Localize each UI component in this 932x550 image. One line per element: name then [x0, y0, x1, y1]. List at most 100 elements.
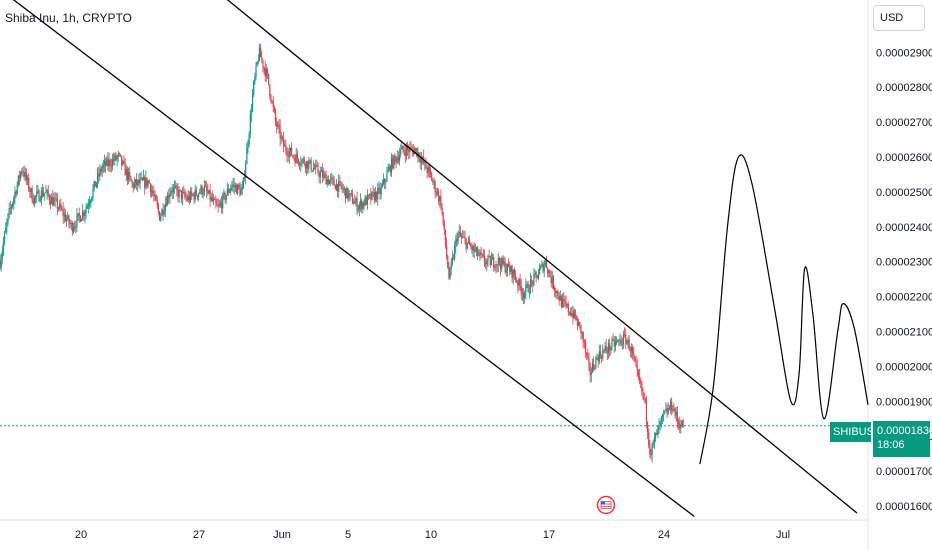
- candle-body: [632, 347, 634, 354]
- x-tick-label: Jun: [273, 529, 291, 541]
- candle-body: [451, 257, 453, 264]
- candle-body: [344, 188, 347, 199]
- candle-body: [584, 342, 587, 353]
- y-tick-label: 0.000016000: [876, 501, 932, 513]
- candle-body: [456, 239, 458, 242]
- candle-body: [111, 159, 114, 167]
- candle-body: [364, 197, 366, 206]
- candle-body: [643, 392, 645, 399]
- candle-body: [254, 76, 256, 82]
- candle-body: [370, 194, 372, 200]
- candle-body: [400, 149, 402, 156]
- candle-body: [303, 158, 305, 165]
- candle-body: [98, 173, 100, 177]
- candle-body: [212, 199, 215, 201]
- channel-line[interactable]: [215, 0, 858, 514]
- candle-body: [147, 180, 149, 186]
- candle-body: [525, 284, 527, 293]
- currency-selector[interactable]: USD: [873, 5, 925, 31]
- candle-body: [561, 299, 564, 307]
- candle-body: [26, 177, 29, 180]
- candle-body: [395, 157, 397, 163]
- candle-body: [564, 300, 566, 303]
- candle-body: [219, 202, 222, 205]
- candle-body: [256, 62, 258, 66]
- candle-body: [204, 186, 207, 187]
- candle-body: [335, 184, 338, 190]
- candle-body: [183, 192, 185, 193]
- candle-body: [681, 420, 683, 427]
- candle-body: [463, 236, 465, 238]
- candle-body: [12, 202, 14, 207]
- candle-body: [90, 200, 92, 204]
- projection-curve[interactable]: [699, 154, 869, 465]
- candle-body: [217, 206, 219, 207]
- candle-body: [107, 158, 109, 166]
- candle-body: [611, 339, 613, 348]
- candle-body: [209, 190, 211, 201]
- candle-body: [65, 219, 68, 222]
- candle-body: [93, 181, 95, 189]
- candle-body: [483, 255, 486, 264]
- candle-body: [441, 206, 443, 212]
- candle-body: [591, 363, 594, 373]
- chart-title: Shiba Inu, 1h, CRYPTO: [5, 11, 132, 25]
- candle-body: [188, 195, 191, 201]
- candle-body: [597, 357, 599, 362]
- candle-body: [634, 356, 636, 362]
- candle-body: [630, 347, 633, 352]
- candle-body: [547, 267, 549, 273]
- candle-body: [618, 339, 620, 341]
- candle-body: [148, 180, 150, 184]
- candle-body: [433, 181, 435, 183]
- candle-body: [17, 175, 19, 185]
- candle-body: [452, 257, 455, 259]
- candle-body: [83, 211, 85, 216]
- candle-body: [578, 321, 580, 327]
- candle-body: [342, 189, 344, 190]
- channel-line[interactable]: [0, 0, 695, 518]
- candle-body: [355, 198, 357, 202]
- candle-body: [604, 346, 606, 351]
- candle-body: [338, 180, 340, 192]
- candle-body: [302, 158, 304, 160]
- candle-body: [367, 194, 370, 196]
- candle-body: [541, 263, 543, 266]
- candle-body: [85, 208, 87, 214]
- candle-body: [464, 237, 466, 240]
- candle-body: [202, 192, 204, 195]
- candle-body: [447, 256, 449, 268]
- candle-body: [203, 186, 205, 193]
- candle-body: [511, 265, 513, 278]
- drawings[interactable]: [0, 0, 869, 518]
- candle-body: [121, 156, 123, 165]
- candle-body: [123, 161, 125, 163]
- candle-body: [38, 190, 40, 202]
- candle-body: [649, 444, 651, 455]
- candle-body: [130, 176, 132, 181]
- candle-body: [180, 190, 183, 199]
- candle-body: [603, 350, 605, 352]
- candle-body: [579, 321, 581, 325]
- candle-body: [468, 240, 471, 246]
- candle-body: [300, 163, 302, 166]
- candle-body: [679, 423, 681, 429]
- candle-body: [194, 189, 196, 200]
- candle-body: [381, 184, 383, 187]
- candle-body: [206, 186, 208, 192]
- candle-body: [419, 158, 421, 163]
- candle-body: [530, 279, 533, 282]
- candle-body: [513, 269, 515, 277]
- flag-icon[interactable]: [596, 495, 616, 515]
- candle-body: [160, 215, 162, 221]
- candle-body: [644, 398, 646, 401]
- x-axis[interactable]: 20 27 Jun 5 10 17 24 Jul: [75, 529, 790, 541]
- candle-body: [15, 192, 17, 195]
- candle-body: [318, 173, 320, 178]
- candle-body: [405, 146, 408, 157]
- candle-body: [544, 260, 546, 266]
